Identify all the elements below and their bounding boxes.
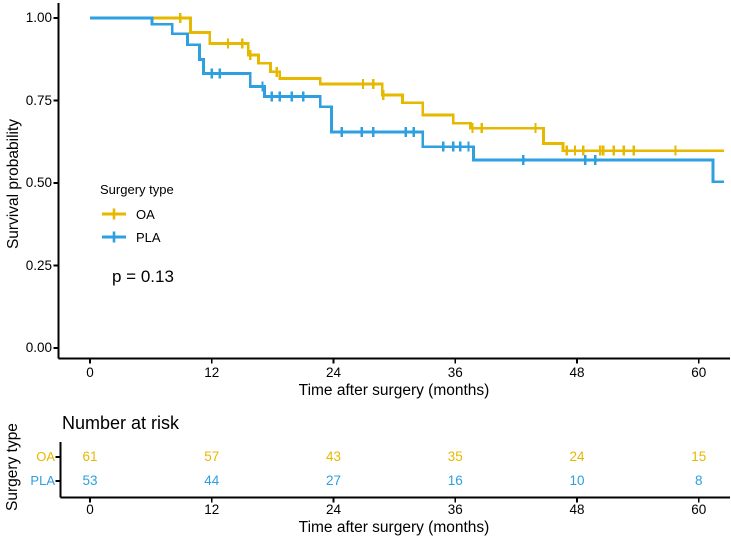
risk-count-pla: 53 xyxy=(82,473,98,488)
risk-table-x-axis-title: Time after surgery (months) xyxy=(298,519,490,536)
y-tick-label: 0.75 xyxy=(25,92,52,108)
risk-count-pla: 10 xyxy=(569,473,585,488)
x-axis-title: Time after surgery (months) xyxy=(298,382,490,399)
x-tick-label: 12 xyxy=(204,365,220,380)
risk-x-tick-label: 60 xyxy=(691,502,707,517)
x-tick-label: 0 xyxy=(86,365,94,380)
risk-table-y-axis-title: Surgery type xyxy=(4,423,21,511)
risk-count-pla: 44 xyxy=(204,473,220,488)
oa-curve-marker-icon xyxy=(102,208,126,220)
risk-x-tick-label: 36 xyxy=(447,502,463,517)
legend: Surgery type OA PLA xyxy=(100,182,174,252)
y-tick-label: 0.50 xyxy=(25,175,52,190)
risk-table-title: Number at risk xyxy=(62,413,180,433)
y-tick-label: 0.00 xyxy=(25,340,52,355)
y-tick-label: 0.25 xyxy=(25,257,52,273)
risk-count-oa: 57 xyxy=(204,449,220,464)
legend-item-pla: PLA xyxy=(100,229,174,245)
risk-x-tick-label: 24 xyxy=(326,502,342,517)
risk-count-pla: 27 xyxy=(326,473,342,488)
pla-survival-curve xyxy=(90,16,725,184)
x-tick-label: 60 xyxy=(691,365,707,380)
x-tick-label: 36 xyxy=(447,365,463,380)
y-tick-label: 1.00 xyxy=(25,10,52,25)
risk-row-label-oa: OA xyxy=(36,449,55,464)
x-tick-label: 24 xyxy=(326,365,342,380)
risk-x-tick-label: 48 xyxy=(569,502,585,517)
x-tick-label: 48 xyxy=(569,365,585,380)
legend-title: Surgery type xyxy=(100,182,174,197)
legend-item-label: PLA xyxy=(136,229,161,245)
risk-row-label-pla: PLA xyxy=(30,473,55,488)
legend-item-oa: OA xyxy=(100,206,174,222)
risk-count-oa: 43 xyxy=(326,449,342,464)
pla-curve-marker-icon xyxy=(102,231,126,243)
risk-count-oa: 15 xyxy=(691,449,707,464)
risk-x-tick-label: 12 xyxy=(204,502,220,517)
risk-count-pla: 8 xyxy=(695,473,703,488)
risk-x-tick-label: 0 xyxy=(86,502,94,517)
risk-count-oa: 35 xyxy=(447,449,463,464)
risk-count-oa: 24 xyxy=(569,449,585,464)
risk-count-oa: 61 xyxy=(82,449,98,464)
risk-count-pla: 16 xyxy=(447,473,463,488)
legend-item-label: OA xyxy=(136,206,155,222)
p-value-text: p = 0.13 xyxy=(112,267,174,286)
